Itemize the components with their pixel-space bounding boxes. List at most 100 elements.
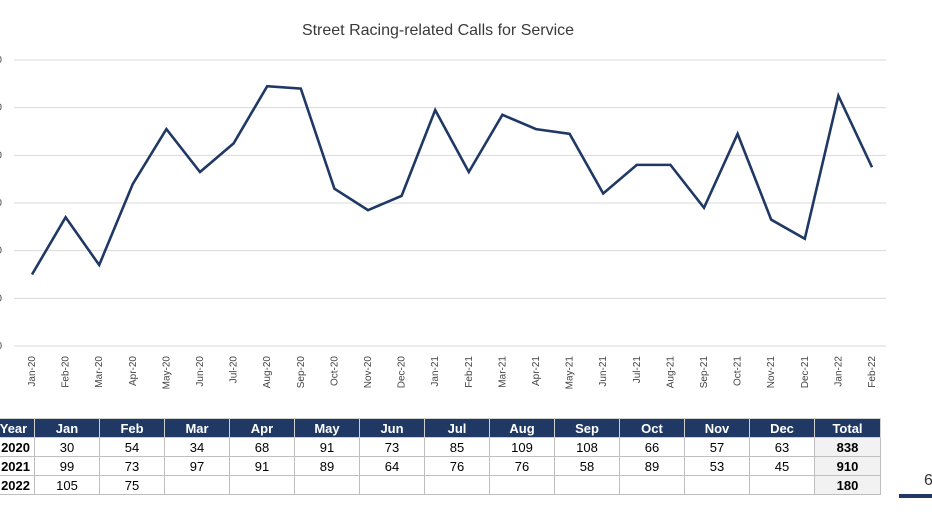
x-tick-label: May-21: [565, 356, 576, 390]
table-cell: 109: [489, 437, 555, 457]
table-header-cell: Apr: [229, 418, 295, 438]
table-header-cell: May: [294, 418, 360, 438]
table-cell: 30: [34, 437, 100, 457]
table-row: 2020 30 54 34 68 91 73 85 109 108 66 57 63 838: [0, 437, 881, 457]
x-tick-label: Nov-21: [766, 356, 777, 389]
x-tick-label: Jul-20: [229, 356, 240, 384]
gridlines: [14, 59, 886, 347]
chart-title: Street Racing-related Calls for Service: [301, 22, 575, 39]
total-cell: 180: [814, 475, 881, 495]
table-header-cell: Jun: [359, 418, 425, 438]
table-cell: [164, 475, 230, 495]
table-header-row: Year Jan Feb Mar Apr May Jun Jul Aug Sep Oct Nov Dec…: [0, 418, 881, 438]
table-cell: [749, 475, 815, 495]
y-tick-label: 80: [0, 150, 2, 161]
table-header-cell: Oct: [619, 418, 685, 438]
x-tick-label: Jun-20: [195, 356, 206, 387]
x-tick-label: Jan-22: [833, 356, 844, 387]
y-tick-label: 40: [0, 246, 2, 257]
x-tick-label: Sep-21: [699, 356, 710, 389]
table-cell: 73: [99, 456, 165, 476]
table-cell: 97: [164, 456, 230, 476]
table-cell: 64: [359, 456, 425, 476]
calls-data-table: Year Jan Feb Mar Apr May Jun Jul Aug Sep Oct Nov Dec…: [0, 418, 881, 495]
table-cell: [359, 475, 425, 495]
x-axis-ticks: Jan-20 Feb-20 Mar-20 Apr-20 May-20 Jun-20 Jul-…: [27, 356, 878, 390]
table-cell: 68: [229, 437, 295, 457]
y-tick-label: 60: [0, 198, 2, 209]
x-tick-label: Feb-20: [61, 356, 72, 388]
table-cell: 53: [684, 456, 750, 476]
y-axis-ticks: 0 20 40 60 80 100 120: [0, 55, 2, 352]
total-cell: 838: [814, 437, 881, 457]
x-tick-label: Feb-21: [464, 356, 475, 388]
x-tick-label: Mar-21: [497, 356, 508, 388]
series-line-layer: [30, 84, 874, 276]
table-cell: 76: [424, 456, 490, 476]
table-cell: 75: [99, 475, 165, 495]
table-cell: 85: [424, 437, 490, 457]
table-cell: 57: [684, 437, 750, 457]
table-body: 2020 30 54 34 68 91 73 85 109 108 66 57 63 838 2021 99 7…: [0, 437, 881, 495]
table-cell: [554, 475, 620, 495]
y-tick-label: 20: [0, 293, 2, 304]
year-cell: 2022: [0, 475, 35, 495]
table-header-cell: Mar: [164, 418, 230, 438]
table-row: 2021 99 73 97 91 89 64 76 76 58 89 53 45 910: [0, 456, 881, 476]
table-cell: 99: [34, 456, 100, 476]
table-cell: 58: [554, 456, 620, 476]
x-tick-label: Mar-20: [94, 356, 105, 388]
table-cell: 45: [749, 456, 815, 476]
total-cell: 910: [814, 456, 881, 476]
x-tick-label: Nov-20: [363, 356, 374, 389]
x-tick-label: Feb-22: [867, 356, 878, 388]
table-cell: 63: [749, 437, 815, 457]
table-cell: 108: [554, 437, 620, 457]
table-cell: 73: [359, 437, 425, 457]
x-tick-label: Jan-21: [430, 356, 441, 387]
x-tick-label: Apr-21: [531, 356, 542, 386]
table-cell: 34: [164, 437, 230, 457]
x-tick-label: Jan-20: [27, 356, 38, 387]
table-cell: 89: [294, 456, 360, 476]
x-tick-label: Aug-20: [262, 356, 273, 389]
year-cell: 2020: [0, 437, 35, 457]
page-number: 6: [924, 472, 932, 489]
corner-accent-bar: [899, 494, 932, 498]
table-cell: 76: [489, 456, 555, 476]
x-tick-label: Sep-20: [296, 356, 307, 389]
table-cell: 54: [99, 437, 165, 457]
x-tick-label: Dec-20: [397, 356, 408, 389]
table-cell: [294, 475, 360, 495]
x-tick-label: Aug-21: [665, 356, 676, 389]
table-cell: 91: [229, 456, 295, 476]
table-cell: [619, 475, 685, 495]
table-cell: [424, 475, 490, 495]
table-header-cell: Aug: [489, 418, 555, 438]
table-cell: 91: [294, 437, 360, 457]
table-row: 2022 105 75 180: [0, 475, 881, 495]
table-header-cell: Total: [814, 418, 881, 438]
y-tick-label: 120: [0, 55, 2, 66]
y-tick-label: 100: [0, 103, 2, 114]
x-tick-label: Oct-21: [733, 356, 744, 386]
x-tick-label: Oct-20: [329, 356, 340, 386]
line-chart: 0 20 40 60 80 100 120 Jan-20 Feb-20 Mar-20 Apr-20…: [0, 55, 886, 390]
x-tick-label: May-20: [161, 356, 172, 390]
table-cell: [684, 475, 750, 495]
year-cell: 2021: [0, 456, 35, 476]
table-cell: 66: [619, 437, 685, 457]
x-tick-label: Jul-21: [632, 356, 643, 384]
table-header-cell: Nov: [684, 418, 750, 438]
table-cell: [229, 475, 295, 495]
x-tick-label: Dec-21: [800, 356, 811, 389]
x-tick-label: Jun-21: [598, 356, 609, 387]
table-header-cell: Jul: [424, 418, 490, 438]
y-tick-label: 0: [0, 341, 2, 352]
table-header-cell: Year: [0, 418, 35, 438]
table-header-cell: Jan: [34, 418, 100, 438]
table-header-cell: Sep: [554, 418, 620, 438]
x-tick-label: Apr-20: [128, 356, 139, 386]
series-line: [30, 84, 874, 276]
table-cell: [489, 475, 555, 495]
